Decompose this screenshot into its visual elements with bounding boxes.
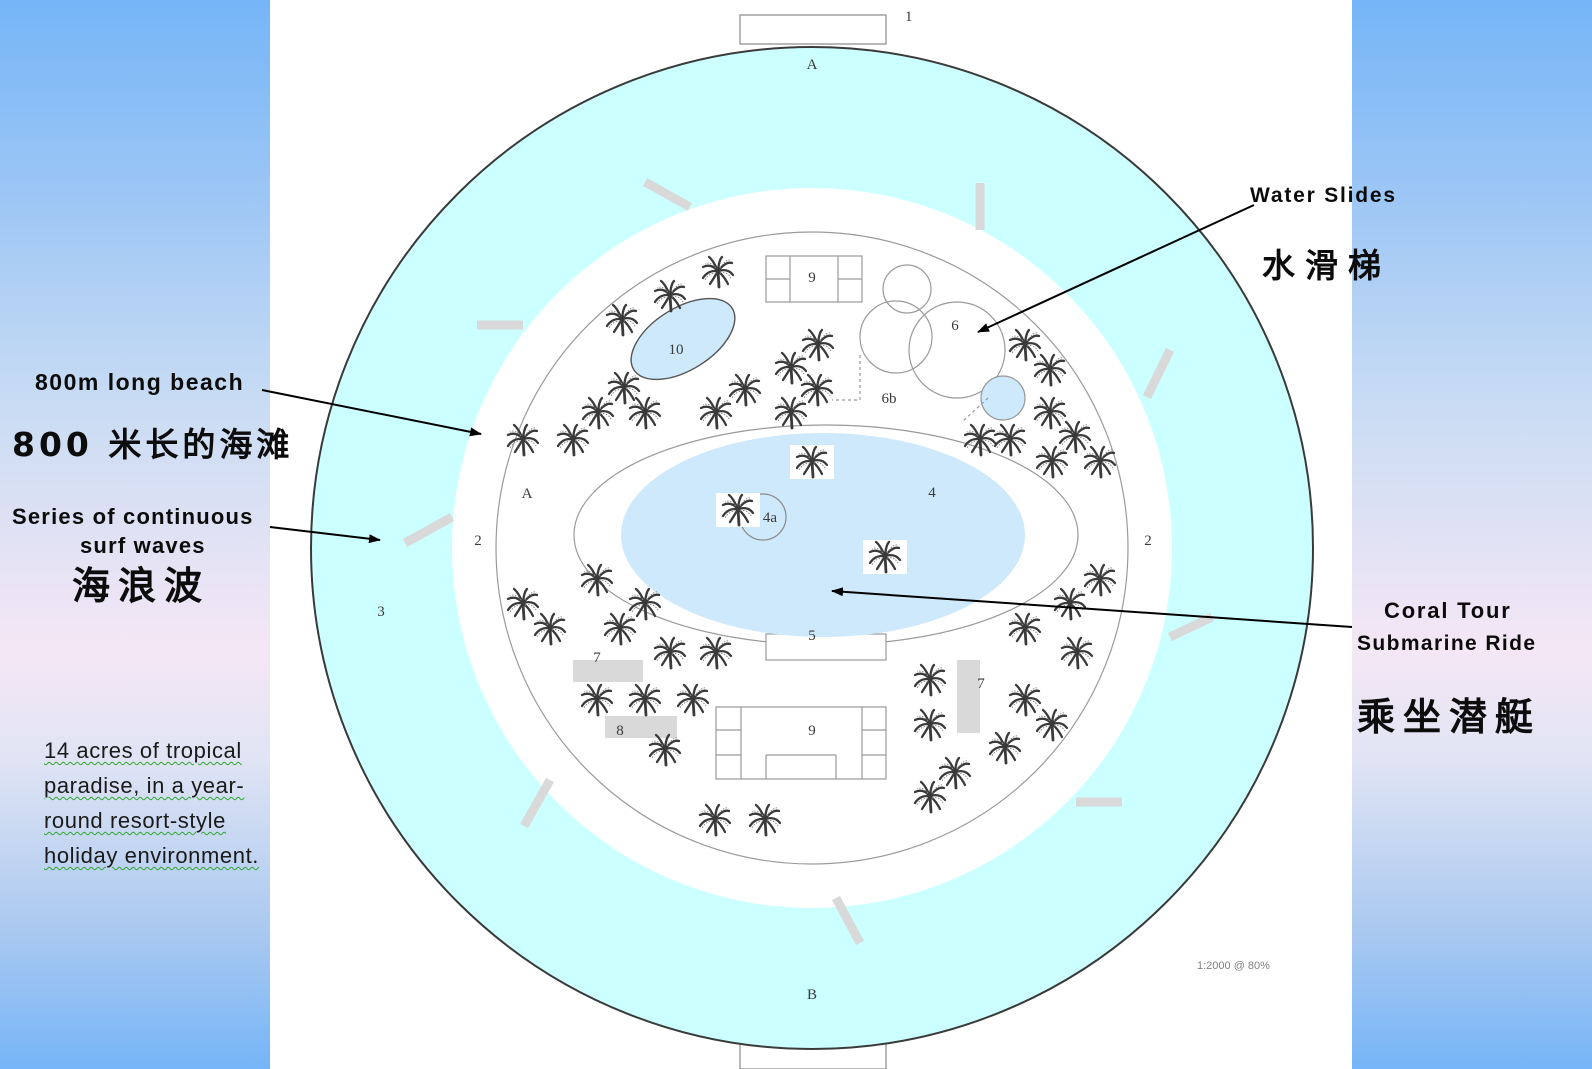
wave-marker-bar (1142, 348, 1175, 399)
label-lagoon-dock: 5 (808, 628, 816, 644)
resort-description-line: 14 acres of tropical (44, 738, 242, 763)
palm-tree-icon (790, 445, 834, 479)
building-top (765, 255, 863, 303)
surf-waves-label-line1: Series of continuous (12, 504, 254, 529)
scale-note: 1:2000 @ 80% (1197, 960, 1270, 972)
label-grey-block-small: 8 (616, 723, 624, 739)
wave-marker-bar (642, 178, 693, 211)
submarine-arrow (831, 587, 1353, 628)
grey-block (573, 660, 643, 682)
pond (630, 297, 736, 381)
submarine-label-line1: Coral Tour (1384, 598, 1512, 623)
right-side-panel (1352, 0, 1592, 1069)
resort-description-line: round resort-style (44, 808, 226, 833)
label-gate-left: A (522, 486, 533, 502)
surf-waves-label-zh: 海浪波 (72, 564, 211, 608)
submarine-label-line2: Submarine Ride (1357, 632, 1537, 655)
label-building-bottom: 9 (808, 723, 816, 739)
label-lagoon: 4 (928, 485, 936, 501)
surf-waves-label-line2: surf waves (80, 533, 206, 558)
label-gate-bottom: B (807, 987, 817, 1003)
label-beach-right: 2 (1144, 533, 1152, 549)
inner-boundary-circle (495, 231, 1129, 865)
wave-marker-bar (402, 513, 455, 547)
wave-marker-bar (520, 777, 554, 829)
lagoon-dock (765, 633, 887, 661)
slide-path (832, 355, 861, 401)
water-slides-label-zh: 水滑梯 (1262, 246, 1391, 285)
label-beach-left: 2 (474, 533, 482, 549)
label-lagoon-island: 4a (763, 510, 778, 526)
water-slides-label-en: Water Slides (1250, 184, 1397, 207)
resort-description-line: holiday environment. (44, 843, 260, 868)
wave-marker-bar (832, 895, 864, 946)
slide-circle (859, 300, 933, 374)
beach-label-en: 800m long beach (35, 369, 245, 395)
label-slides-area: 6 (951, 318, 959, 334)
palm-tree-icon (863, 540, 907, 574)
building-bottom (715, 706, 887, 780)
label-gate-top: A (807, 57, 818, 73)
submarine-label-zh: 乘坐潜艇 (1357, 695, 1542, 739)
top-structure (739, 14, 887, 45)
label-grey-block-right: 7 (977, 676, 985, 692)
beach-arrow (261, 389, 482, 437)
label-surf-ring: 3 (377, 604, 385, 620)
label-pond: 10 (669, 342, 684, 358)
slide-circle (882, 264, 932, 314)
grey-block (605, 716, 677, 738)
water-slides-arrow (977, 204, 1255, 333)
surf-waves-arrow (269, 526, 381, 544)
label-slides-pool: 6b (882, 391, 897, 407)
grey-block (957, 660, 980, 733)
wave-marker-bar (1168, 612, 1214, 642)
label-building-top: 9 (808, 270, 816, 286)
slide-splash-pool (980, 375, 1026, 421)
lagoon (621, 433, 1025, 637)
resort-description-line: paradise, in a year- (44, 773, 245, 798)
left-side-panel (0, 0, 270, 1069)
label-grey-block-left: 7 (593, 650, 601, 666)
slide-circle (908, 301, 1006, 399)
beach-label-zh: 800 米长的海滩 (12, 425, 294, 464)
label-top-structure: 1 (905, 9, 913, 25)
palm-tree-icon (716, 493, 760, 527)
resort-description: 14 acres of tropical paradise, in a year… (44, 733, 274, 873)
